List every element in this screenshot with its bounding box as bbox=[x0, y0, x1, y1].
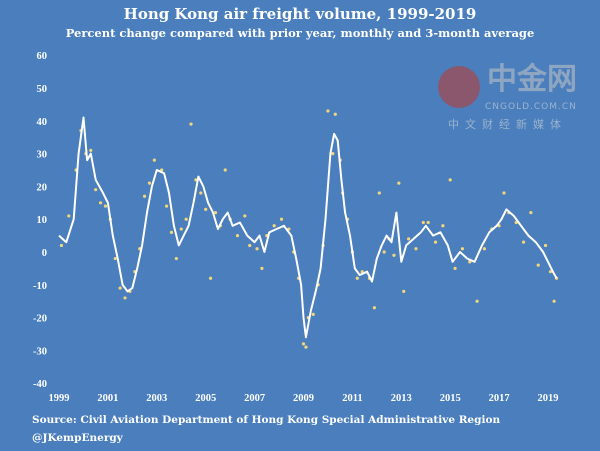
monthly-data-point bbox=[260, 266, 264, 270]
monthly-data-point bbox=[272, 224, 276, 228]
monthly-data-point bbox=[169, 230, 174, 234]
x-tick-label: 2015 bbox=[440, 393, 461, 404]
y-tick-label: 30 bbox=[37, 150, 48, 161]
monthly-data-point bbox=[460, 247, 465, 251]
monthly-data-point bbox=[179, 227, 183, 231]
y-tick-label: 10 bbox=[37, 215, 48, 226]
y-tick-label: 60 bbox=[37, 51, 48, 62]
monthly-data-point bbox=[543, 243, 548, 248]
monthly-data-point bbox=[255, 247, 259, 251]
monthly-data-point bbox=[189, 122, 193, 126]
x-tick-label: 2011 bbox=[342, 393, 362, 404]
y-tick-label: -20 bbox=[33, 314, 47, 325]
y-tick-label: -40 bbox=[33, 379, 47, 390]
three-month-average-line bbox=[58, 116, 558, 339]
x-tick-label: 2013 bbox=[391, 393, 412, 404]
monthly-data-point bbox=[521, 240, 526, 244]
monthly-data-point bbox=[123, 296, 127, 300]
x-tick-label: 1999 bbox=[49, 393, 70, 404]
monthly-data-point bbox=[199, 191, 203, 195]
monthly-data-point bbox=[448, 178, 452, 182]
monthly-data-point bbox=[482, 247, 487, 251]
monthly-data-point bbox=[502, 191, 506, 195]
monthly-data-point bbox=[475, 299, 479, 303]
chart-subtitle: Percent change compared with prior year,… bbox=[65, 26, 535, 40]
y-tick-label: 20 bbox=[37, 182, 48, 193]
monthly-data-point bbox=[94, 188, 98, 192]
watermark-logo-text: 中金网 bbox=[487, 62, 577, 97]
monthly-data-point bbox=[453, 266, 457, 270]
monthly-data-point bbox=[235, 234, 240, 238]
monthly-data-point bbox=[113, 256, 117, 261]
monthly-data-point bbox=[103, 204, 108, 208]
monthly-data-point bbox=[552, 299, 556, 303]
x-tick-label: 2001 bbox=[97, 393, 118, 404]
monthly-data-point bbox=[331, 152, 335, 156]
monthly-data-point bbox=[377, 191, 381, 195]
monthly-data-point bbox=[204, 207, 208, 211]
monthly-data-point bbox=[174, 256, 178, 261]
monthly-data-point bbox=[548, 270, 553, 274]
y-tick-label: 40 bbox=[37, 117, 48, 128]
monthly-data-point bbox=[213, 211, 218, 215]
x-tick-label: 2007 bbox=[244, 393, 265, 404]
watermark-url: CNGOLD.COM.CN bbox=[485, 102, 577, 112]
monthly-data-point bbox=[147, 181, 152, 185]
monthly-data-point bbox=[311, 312, 315, 316]
monthly-data-point bbox=[421, 220, 425, 225]
monthly-data-point bbox=[397, 181, 401, 185]
x-tick-label: 2005 bbox=[195, 393, 216, 404]
monthly-data-point bbox=[382, 250, 386, 254]
monthly-data-point bbox=[326, 109, 330, 113]
monthly-data-point bbox=[333, 112, 337, 116]
monthly-data-point bbox=[433, 240, 438, 244]
monthly-data-point bbox=[304, 345, 308, 349]
monthly-data-point bbox=[152, 158, 156, 162]
y-tick-label: -30 bbox=[33, 346, 47, 357]
x-tick-label: 2019 bbox=[538, 393, 559, 404]
monthly-data-point bbox=[279, 217, 284, 221]
x-tick-label: 2017 bbox=[489, 393, 510, 404]
monthly-data-point bbox=[184, 217, 188, 221]
monthly-data-point bbox=[372, 306, 377, 310]
author-handle: @JKempEnergy bbox=[32, 432, 123, 444]
monthly-data-point bbox=[392, 253, 396, 257]
monthly-data-point bbox=[426, 220, 430, 225]
y-tick-label: -10 bbox=[33, 281, 47, 292]
monthly-data-point bbox=[142, 194, 147, 198]
y-tick-label: 50 bbox=[37, 84, 48, 95]
source-note: Source: Civil Aviation Department of Hon… bbox=[32, 414, 501, 426]
chart-title: Hong Kong air freight volume, 1999-2019 bbox=[123, 5, 477, 23]
monthly-data-point bbox=[118, 286, 122, 290]
watermark-tagline: 中文财经新媒体 bbox=[448, 118, 567, 131]
monthly-data-point bbox=[248, 243, 252, 248]
monthly-data-point bbox=[407, 237, 411, 241]
monthly-data-point bbox=[59, 243, 64, 248]
monthly-data-point bbox=[529, 211, 533, 215]
monthly-data-point bbox=[301, 342, 306, 346]
monthly-data-point bbox=[402, 289, 406, 293]
monthly-data-point bbox=[441, 224, 445, 228]
monthly-data-point bbox=[414, 247, 418, 251]
monthly-data-point bbox=[164, 204, 169, 208]
monthly-data-point bbox=[243, 214, 247, 218]
x-tick-label: 2003 bbox=[146, 393, 167, 404]
x-tick-label: 2009 bbox=[293, 393, 314, 404]
monthly-data-point bbox=[223, 168, 227, 172]
monthly-data-point bbox=[98, 201, 103, 205]
monthly-data-point bbox=[89, 148, 93, 152]
watermark-emblem bbox=[438, 66, 480, 108]
monthly-data-point bbox=[208, 276, 213, 280]
y-tick-label: 0 bbox=[42, 248, 47, 259]
monthly-data-point bbox=[536, 263, 540, 267]
monthly-data-point bbox=[355, 276, 359, 280]
watermark-logo: 中金网 CNGOLD.COM.CN 中文财经新媒体 bbox=[430, 62, 595, 138]
monthly-data-point bbox=[67, 214, 71, 218]
